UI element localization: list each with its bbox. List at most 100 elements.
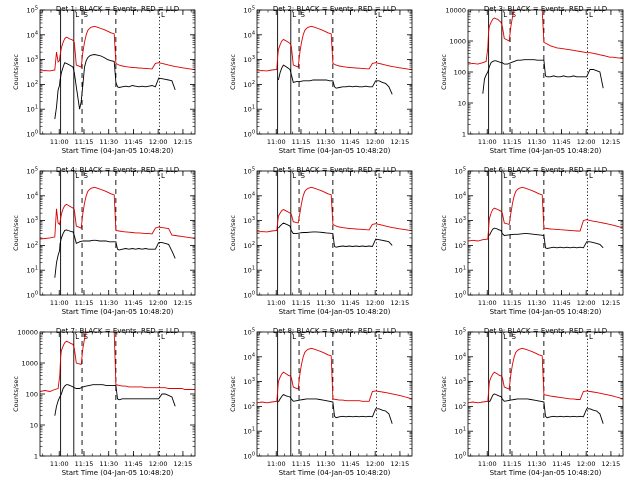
y-tick-label: 105 — [455, 167, 466, 176]
y-tick-label: 105 — [455, 328, 466, 337]
event-marker-label: S — [301, 172, 306, 180]
y-tick-label: 102 — [244, 402, 255, 411]
event-marker-label: S — [512, 11, 517, 19]
y-tick-label: 100 — [244, 291, 255, 300]
x-tick-label: 12:00 — [577, 460, 596, 468]
event-marker-label: L — [292, 333, 296, 341]
chart-title: Det 6: BLACK = Events, RED = LLD — [484, 166, 607, 174]
series-line-lld — [468, 10, 623, 65]
event-marker-label: L — [589, 333, 593, 341]
x-axis-label: Start Time (04-Jan-05 10:48:20) — [490, 308, 602, 316]
series-line-lld — [40, 332, 195, 392]
event-marker-label: L — [292, 172, 296, 180]
event-marker-label: S — [84, 11, 89, 19]
x-tick-label: 12:15 — [391, 138, 410, 146]
x-tick-label: 11:45 — [124, 138, 143, 146]
series-line-lld — [468, 186, 623, 242]
x-tick-label: 11:15 — [503, 138, 522, 146]
chart-title: Det 7: BLACK = Events, RED = LLD — [56, 327, 179, 335]
x-tick-label: 11:00 — [267, 460, 286, 468]
y-tick-label: 10000 — [17, 329, 38, 337]
x-tick-label: 11:45 — [124, 299, 143, 307]
x-axis-label: Start Time (04-Jan-05 10:48:20) — [279, 147, 391, 155]
chart-title: Det 4: BLACK = Events, RED = LLD — [56, 166, 179, 174]
x-tick-label: 11:30 — [99, 138, 118, 146]
y-tick-label: 100 — [244, 130, 255, 139]
chart-title: Det 8: BLACK = Events, RED = LLD — [273, 327, 396, 335]
y-tick-label: 100 — [455, 291, 466, 300]
x-tick-label: 11:00 — [50, 460, 69, 468]
y-axis-label: Counts/sec — [12, 215, 20, 251]
y-tick-label: 104 — [244, 30, 255, 39]
x-tick-label: 11:15 — [503, 460, 522, 468]
y-tick-label: 100 — [455, 452, 466, 461]
y-tick-label: 103 — [244, 377, 255, 386]
x-tick-label: 11:15 — [292, 460, 311, 468]
x-tick-label: 11:00 — [50, 138, 69, 146]
x-tick-label: 11:15 — [292, 299, 311, 307]
event-marker-label: L — [75, 333, 79, 341]
event-marker-label: L — [161, 172, 165, 180]
x-tick-label: 12:15 — [174, 138, 193, 146]
x-tick-label: 12:00 — [366, 460, 385, 468]
x-tick-label: 11:15 — [292, 138, 311, 146]
plot-frame — [39, 9, 196, 135]
x-tick-label: 12:00 — [577, 299, 596, 307]
event-marker-label: S — [84, 172, 89, 180]
event-marker-label: L — [75, 172, 79, 180]
x-tick-label: 12:00 — [366, 299, 385, 307]
x-tick-label: 11:30 — [316, 138, 335, 146]
x-tick-label: 11:30 — [527, 460, 546, 468]
event-marker-label: S — [84, 333, 89, 341]
y-axis-label: Counts/sec — [229, 376, 237, 412]
chart-title: Det 9: BLACK = Events, RED = LLD — [484, 327, 607, 335]
x-tick-label: 11:15 — [75, 138, 94, 146]
x-tick-label: 11:00 — [478, 299, 497, 307]
series-line-events — [54, 384, 176, 416]
y-tick-label: 103 — [244, 216, 255, 225]
series-line-events — [54, 54, 176, 120]
y-tick-label: 105 — [244, 167, 255, 176]
y-tick-label: 104 — [455, 352, 466, 361]
x-tick-label: 11:30 — [99, 299, 118, 307]
chart-title: Det 2: BLACK = Events, RED = LLD — [273, 5, 396, 13]
x-tick-label: 11:00 — [267, 299, 286, 307]
y-tick-label: 10 — [30, 422, 38, 430]
event-marker-label: L — [503, 11, 507, 19]
event-marker-label: L — [378, 333, 382, 341]
x-tick-label: 12:00 — [149, 138, 168, 146]
x-tick-label: 12:15 — [391, 299, 410, 307]
x-tick-label: 12:15 — [602, 138, 621, 146]
chart-title: Det 1: BLACK = Events, RED = LLD — [56, 5, 179, 13]
x-tick-label: 11:45 — [552, 299, 571, 307]
y-tick-label: 105 — [244, 6, 255, 15]
x-tick-label: 12:00 — [149, 299, 168, 307]
x-tick-label: 11:45 — [341, 460, 360, 468]
x-tick-label: 11:00 — [267, 138, 286, 146]
event-marker-label: L — [378, 172, 382, 180]
y-tick-label: 104 — [27, 30, 38, 39]
y-axis-label: Counts/sec — [229, 54, 237, 90]
y-tick-label: 104 — [244, 191, 255, 200]
y-tick-label: 104 — [244, 352, 255, 361]
x-axis-label: Start Time (04-Jan-05 10:48:20) — [62, 469, 174, 477]
y-tick-label: 1 — [462, 131, 466, 139]
y-tick-label: 103 — [27, 216, 38, 225]
plot-frame — [467, 331, 624, 457]
plot-frame — [39, 170, 196, 296]
y-tick-label: 101 — [244, 427, 255, 436]
event-marker-label: S — [512, 172, 517, 180]
y-tick-label: 100 — [244, 452, 255, 461]
y-tick-label: 1 — [34, 453, 38, 461]
plot-frame — [256, 170, 413, 296]
y-tick-label: 105 — [27, 167, 38, 176]
x-axis-label: Start Time (04-Jan-05 10:48:20) — [279, 308, 391, 316]
x-tick-label: 11:15 — [75, 460, 94, 468]
y-tick-label: 105 — [27, 6, 38, 15]
